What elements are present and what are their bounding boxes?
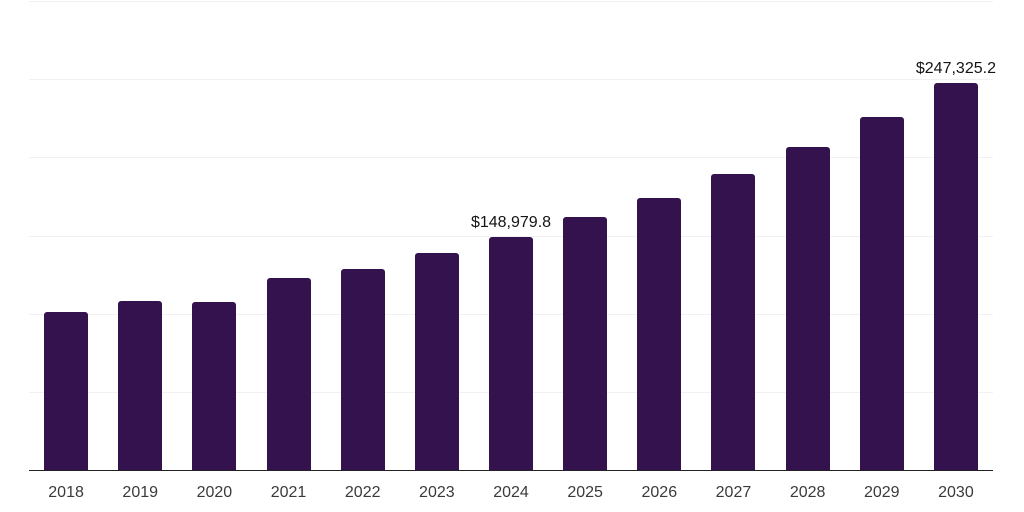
bar-2022 — [340, 268, 385, 470]
x-tick-2029: 2029 — [863, 484, 900, 501]
bar-2018 — [44, 312, 89, 470]
bar-value-label-2030: $247,325.2 — [915, 60, 996, 78]
bar-2026 — [637, 198, 682, 470]
bar-2024 — [489, 237, 533, 470]
x-tick-2024: 2024 — [493, 484, 529, 501]
bar-2021 — [266, 277, 311, 470]
x-tick-2023: 2023 — [419, 484, 455, 501]
bar-value-label-2024: $148,979.8 — [470, 214, 552, 232]
bar-2027 — [711, 174, 756, 470]
gridline-150000 — [29, 235, 993, 237]
plot-area: $148,979.8 $247,325.2 — [29, 1, 996, 471]
x-axis-line — [29, 470, 993, 471]
x-tick-2022: 2022 — [344, 484, 381, 501]
gridline-300000 — [29, 1, 993, 2]
x-tick-2018: 2018 — [48, 484, 84, 501]
bar-2028 — [785, 147, 830, 470]
x-tick-2025: 2025 — [567, 484, 603, 501]
gridline-200000 — [29, 157, 993, 159]
x-tick-2027: 2027 — [715, 484, 752, 501]
x-tick-2030: 2030 — [938, 484, 974, 501]
bar-2023 — [414, 253, 459, 470]
x-tick-2020: 2020 — [196, 484, 233, 501]
x-tick-2026: 2026 — [641, 484, 678, 501]
bar-2019 — [118, 301, 163, 470]
x-axis: 2018 2019 2020 2021 2022 2023 2024 2025 2026 2027… — [29, 471, 993, 511]
gridline-250000 — [29, 79, 993, 81]
x-tick-2019: 2019 — [122, 484, 159, 501]
bar-2025 — [563, 217, 608, 470]
bar-2029 — [859, 117, 904, 470]
x-tick-2028: 2028 — [789, 484, 826, 501]
bar-2030 — [933, 83, 978, 470]
x-tick-2021: 2021 — [270, 484, 307, 501]
bar-2020 — [192, 302, 237, 470]
